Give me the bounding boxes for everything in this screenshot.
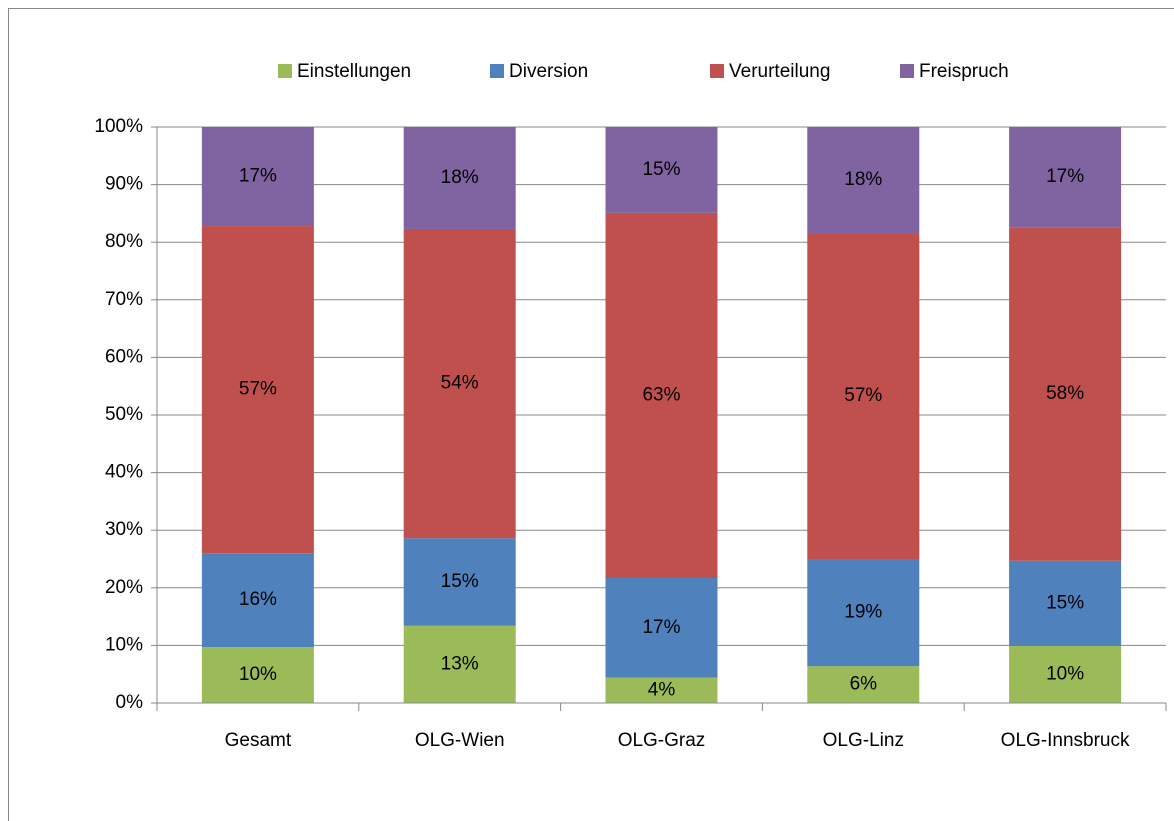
legend-swatch [490,64,504,78]
legend-label: Einstellungen [297,61,411,82]
data-label: 57% [239,379,277,400]
bar-segment [201,226,314,554]
data-label: 58% [1046,383,1084,404]
bar-segment [1009,227,1122,561]
data-label: 10% [239,664,277,685]
y-tick-label: 80% [105,231,143,252]
bar-segment [807,232,920,559]
data-label: 15% [642,159,680,180]
y-tick-label: 0% [116,692,144,713]
data-label: 4% [648,679,676,700]
data-label: 63% [642,384,680,405]
data-label: 10% [1046,664,1084,685]
y-tick-label: 70% [105,289,143,310]
bar-segment [201,553,314,648]
legend-label: Freispruch [919,61,1009,82]
y-tick-label: 100% [94,116,143,137]
bar-segment [403,625,516,703]
y-tick-label: 60% [105,346,143,367]
legend-label: Diversion [509,61,588,82]
y-tick-label: 40% [105,462,143,483]
data-label: 13% [441,653,479,674]
x-tick-label: OLG-Innsbruck [1001,730,1130,751]
bar-segment [807,127,920,233]
x-tick-label: OLG-Graz [618,730,706,751]
bar-segment [605,578,718,678]
bar-segment [201,647,314,703]
bar-segment [605,127,718,213]
data-label: 17% [642,617,680,638]
legend-swatch [278,64,292,78]
data-label: 17% [1046,166,1084,187]
data-label: 15% [1046,592,1084,613]
bar-segment [403,538,516,626]
data-label: 18% [844,169,882,190]
y-tick-label: 50% [105,404,143,425]
bar-segment [807,666,920,703]
bar-segment [1009,645,1122,703]
bar-segment [605,212,718,579]
legend-swatch [900,64,914,78]
legend-swatch [710,64,724,78]
bar-segment [1009,560,1122,646]
y-tick-label: 10% [105,634,143,655]
bar-segment [807,559,920,667]
x-tick-label: OLG-Linz [823,730,904,751]
bar-segment [403,127,516,229]
data-label: 18% [441,167,479,188]
x-tick-label: OLG-Wien [415,730,505,751]
y-tick-label: 30% [105,519,143,540]
bar-segment [403,228,516,539]
bar-segment [605,677,718,703]
data-label: 16% [239,589,277,610]
data-label: 57% [844,385,882,406]
data-label: 15% [441,571,479,592]
y-tick-label: 90% [105,174,143,195]
bar-segment [201,127,314,227]
x-tick-label: Gesamt [225,730,292,751]
data-label: 54% [441,373,479,394]
legend-label: Verurteilung [729,61,830,82]
data-label: 6% [850,674,878,695]
data-label: 17% [239,166,277,187]
data-label: 19% [844,602,882,623]
bar-segment [1009,127,1122,228]
y-tick-label: 20% [105,577,143,598]
